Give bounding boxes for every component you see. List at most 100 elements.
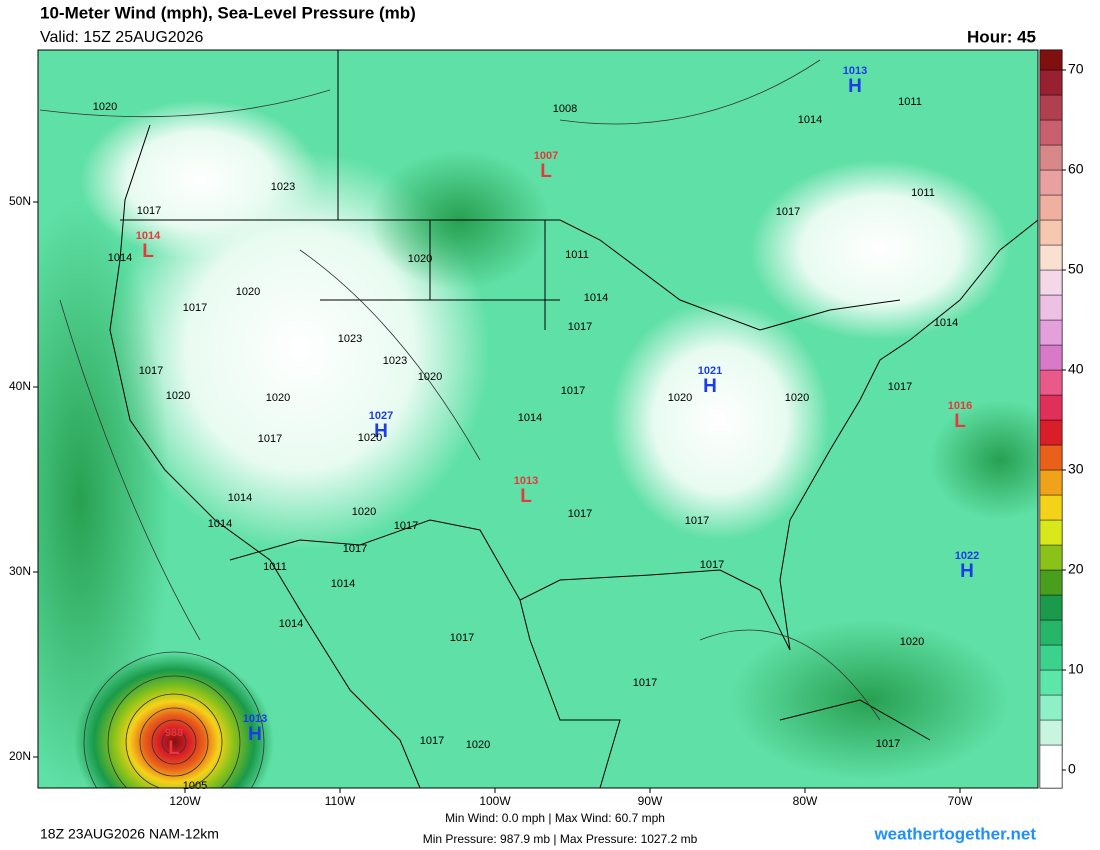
isobar-label: 1020: [785, 392, 809, 404]
map-field: [38, 50, 1038, 788]
isobar-label: 1020: [266, 392, 290, 404]
isobar-label: 1014: [798, 114, 822, 126]
isobar-label: 1020: [668, 392, 692, 404]
center-pressure: 1013: [843, 65, 867, 77]
isobar-label: 1020: [408, 253, 432, 265]
colorbar-swatch: [1039, 619, 1063, 646]
center-pressure: 1022: [955, 550, 979, 562]
colorbar-swatch: [1039, 644, 1063, 671]
isobar-label: 1023: [271, 181, 295, 193]
center-letter: L: [540, 161, 552, 182]
colorbar-label: 0: [1068, 761, 1076, 777]
colorbar-label: 40: [1068, 361, 1084, 377]
colorbar-swatch: [1039, 744, 1063, 789]
lon-label: 90W: [638, 794, 663, 808]
isobar-label: 1008: [553, 103, 577, 115]
isobar-label: 1017: [685, 515, 709, 527]
isobar-label: 1020: [236, 286, 260, 298]
isobar-label: 1011: [911, 187, 935, 199]
colorbar-swatch: [1039, 694, 1063, 721]
colorbar-swatch: [1039, 569, 1063, 596]
isobar-label: 1020: [466, 739, 490, 751]
isobar-label: 1014: [331, 578, 355, 590]
isobar-label: 1017: [420, 735, 444, 747]
isobar-label: 1017: [633, 677, 657, 689]
colorbar-swatch: [1039, 519, 1063, 546]
site-credit: weathertogether.net: [873, 824, 1036, 843]
isobar-label: 1011: [263, 561, 287, 573]
colorbar-swatch: [1039, 169, 1063, 196]
isobar-label: 1014: [228, 492, 252, 504]
center-letter: H: [703, 376, 717, 397]
valid-time: Valid: 15Z 25AUG2026: [40, 29, 203, 46]
isobar-label: 1017: [561, 385, 585, 397]
isobar-label: 1017: [394, 520, 418, 532]
isobar-label: 1020: [358, 432, 382, 444]
lat-label: 50N: [9, 194, 31, 208]
center-pressure: 1013: [514, 475, 538, 487]
isobar-label: 1020: [166, 390, 190, 402]
colorbar-swatch: [1039, 444, 1063, 471]
colorbar-label: 60: [1068, 161, 1084, 177]
center-letter: H: [960, 561, 974, 582]
isobar-label: 1020: [352, 506, 376, 518]
colorbar-swatch: [1039, 344, 1063, 371]
isobar-label: 1020: [900, 636, 924, 648]
isobar-label: 1017: [888, 381, 912, 393]
isobar-label: 1017: [137, 205, 161, 217]
center-letter: H: [248, 724, 262, 745]
colorbar-swatch: [1039, 49, 1063, 71]
map-frame: [37, 49, 1039, 789]
isobar-label: 1005: [183, 780, 207, 792]
colorbar-label: 20: [1068, 561, 1084, 577]
center-pressure: 1021: [698, 365, 722, 377]
lon-label: 110W: [325, 794, 356, 808]
center-pressure: 1007: [534, 150, 558, 162]
lon-label: 100W: [479, 794, 511, 808]
isobar-label: 1014: [279, 618, 303, 630]
isobar-label: 1023: [338, 333, 362, 345]
center-letter: L: [954, 411, 966, 432]
isobar-label: 1017: [450, 632, 474, 644]
pressure-stats: Min Pressure: 987.9 mb | Max Pressure: 1…: [423, 832, 698, 846]
colorbar-swatch: [1039, 594, 1063, 621]
center-pressure: 1013: [243, 713, 267, 725]
colorbar-swatch: [1039, 319, 1063, 346]
lon-label: 70W: [948, 794, 973, 808]
title: 10-Meter Wind (mph), Sea-Level Pressure …: [40, 3, 416, 22]
isobar-label: 1017: [183, 302, 207, 314]
isobar-label: 1011: [898, 96, 922, 108]
isobar-label: 1017: [876, 738, 900, 750]
isobar-label: 1017: [258, 433, 282, 445]
center-pressure: 1027: [369, 410, 393, 422]
isobar-label: 1011: [565, 249, 589, 261]
colorbar-swatch: [1039, 69, 1063, 96]
forecast-hour: Hour: 45: [967, 27, 1036, 46]
colorbar-label: 70: [1068, 61, 1084, 77]
colorbar-label: 50: [1068, 261, 1084, 277]
lon-label: 80W: [793, 794, 818, 808]
center-letter: L: [168, 738, 180, 759]
colorbar-swatch: [1039, 269, 1063, 296]
wind-stats: Min Wind: 0.0 mph | Max Wind: 60.7 mph: [445, 811, 665, 825]
isobar-label: 1020: [418, 371, 442, 383]
colorbar-swatch: [1039, 244, 1063, 271]
isobar-label: 1017: [343, 543, 367, 555]
lon-label: 120W: [169, 794, 201, 808]
colorbar-swatch: [1039, 419, 1063, 446]
isobar-label: 1014: [934, 317, 958, 329]
isobar-label: 1017: [139, 365, 163, 377]
colorbar-swatch: [1039, 669, 1063, 696]
colorbar-swatch: [1039, 494, 1063, 521]
isobar-label: 1014: [518, 412, 542, 424]
colorbar-swatch: [1039, 719, 1063, 746]
isobar-label: 1017: [568, 508, 592, 520]
isobar-label: 1014: [584, 292, 608, 304]
colorbar-swatch: [1039, 219, 1063, 246]
colorbar-swatch: [1039, 144, 1063, 171]
isobar-label: 1017: [776, 206, 800, 218]
center-pressure: 988: [165, 727, 183, 739]
isobar-label: 1023: [383, 355, 407, 367]
center-pressure: 1014: [136, 230, 161, 242]
